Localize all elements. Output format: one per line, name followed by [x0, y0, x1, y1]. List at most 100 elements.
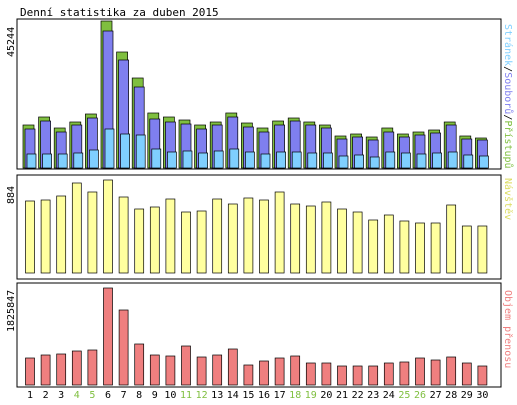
x-label-day-4: 4: [74, 390, 80, 401]
bar-middle-day-14: [227, 203, 238, 274]
top-right-legend: Stránek/Souborů/Přístupů: [502, 24, 514, 169]
bar-middle-day-5: [87, 191, 98, 274]
bar-bottom-day-11: [181, 345, 191, 386]
x-label-day-10: 10: [164, 390, 176, 401]
bar-middle-day-17: [274, 191, 285, 274]
bottom-ymax-label: 1825847: [6, 290, 17, 332]
bar-strnek-day-6: [104, 128, 115, 169]
bar-strnek-day-16: [260, 153, 271, 169]
bar-middle-day-29: [461, 225, 472, 274]
bar-bottom-day-10: [165, 355, 176, 386]
bar-strnek-day-4: [73, 152, 84, 169]
bar-middle-day-18: [290, 203, 301, 274]
bar-strnek-day-19: [307, 152, 318, 169]
x-label-day-14: 14: [227, 390, 239, 401]
bar-bottom-day-6: [103, 287, 113, 386]
bar-middle-day-21: [337, 208, 347, 274]
bar-middle-day-3: [56, 195, 67, 274]
legend-sep-1: /: [502, 66, 513, 72]
x-label-day-24: 24: [383, 390, 395, 401]
x-label-day-20: 20: [320, 390, 332, 401]
bar-bottom-day-17: [274, 357, 285, 386]
bar-strnek-day-17: [276, 151, 286, 169]
bar-bottom-day-24: [383, 362, 394, 386]
x-label-day-9: 9: [152, 390, 158, 401]
x-label-day-19: 19: [305, 390, 317, 401]
x-label-day-16: 16: [258, 390, 270, 401]
x-label-day-25: 25: [398, 390, 410, 401]
bar-bottom-day-14: [227, 348, 238, 386]
bottom-panel-frame: [16, 282, 502, 388]
bar-strnek-day-1: [26, 153, 37, 169]
bar-bottom-day-26: [415, 357, 425, 386]
bar-bottom-day-23: [368, 365, 379, 386]
x-label-day-5: 5: [89, 390, 95, 401]
bar-strnek-day-13: [213, 150, 224, 169]
x-label-day-28: 28: [445, 390, 457, 401]
bar-strnek-day-11: [182, 150, 193, 169]
x-label-day-30: 30: [476, 390, 488, 401]
bar-middle-day-24: [383, 214, 394, 274]
x-label-day-18: 18: [289, 390, 301, 401]
bar-middle-day-2: [40, 199, 51, 274]
bar-middle-day-9: [149, 206, 160, 274]
bar-middle-day-26: [415, 222, 425, 274]
x-label-day-26: 26: [414, 390, 426, 401]
bar-bottom-day-21: [337, 365, 347, 386]
legend-files: Souborů: [502, 72, 514, 114]
bar-middle-day-8: [134, 208, 145, 274]
bar-bottom-day-15: [243, 364, 254, 386]
bar-bottom-day-30: [477, 365, 488, 386]
legend-sep-2: /: [502, 114, 513, 120]
bar-middle-day-7: [118, 196, 129, 274]
top-panel-frame: [16, 18, 502, 170]
bar-strnek-day-21: [338, 155, 349, 169]
x-label-day-7: 7: [121, 390, 127, 401]
bar-strnek-day-27: [432, 152, 442, 169]
bar-strnek-day-8: [135, 134, 146, 169]
bar-strnek-day-5: [89, 149, 99, 169]
bar-bottom-day-29: [461, 362, 472, 386]
bar-strnek-day-22: [354, 154, 364, 169]
bar-bottom-day-12: [196, 356, 207, 386]
x-label-day-15: 15: [242, 390, 254, 401]
x-label-day-8: 8: [136, 390, 142, 401]
bar-bottom-day-4: [71, 350, 82, 386]
bar-strnek-day-7: [120, 133, 130, 169]
bar-strnek-day-18: [291, 151, 302, 169]
middle-bars: [25, 179, 488, 274]
bar-strnek-day-9: [151, 148, 162, 169]
bar-middle-day-10: [165, 198, 176, 274]
x-label-day-11: 11: [180, 390, 192, 401]
bar-middle-day-20: [321, 201, 332, 274]
bar-bottom-day-18: [290, 355, 301, 386]
bar-bottom-day-7: [118, 309, 129, 386]
bar-bottom-day-3: [56, 353, 67, 386]
bar-middle-day-25: [399, 220, 410, 274]
bar-bottom-day-28: [446, 356, 457, 386]
bar-strnek-day-30: [479, 155, 489, 169]
x-label-day-29: 29: [461, 390, 473, 401]
bar-bottom-day-19: [305, 362, 316, 386]
bar-middle-day-28: [446, 204, 457, 274]
bar-strnek-day-25: [401, 152, 411, 169]
top-bars: [22, 20, 489, 169]
x-label-day-22: 22: [352, 390, 364, 401]
bar-middle-day-27: [430, 222, 441, 274]
bar-strnek-day-26: [416, 153, 427, 169]
bar-strnek-day-15: [245, 151, 255, 169]
middle-panel-frame: [16, 174, 502, 280]
x-label-day-1: 1: [27, 390, 33, 401]
legend-hits: Přístupů: [502, 120, 514, 168]
x-axis-labels: 1 2 3 4 5 6 7 8 9 10 11 12 13 14 15 16 17 18 19 20 21 22 23 24 2…: [27, 390, 488, 401]
bar-strnek-day-10: [167, 151, 177, 169]
x-label-day-21: 21: [336, 390, 348, 401]
bar-middle-day-19: [305, 205, 316, 274]
bar-bottom-day-5: [87, 349, 98, 386]
bar-middle-day-13: [212, 198, 223, 274]
x-label-day-23: 23: [367, 390, 379, 401]
bar-strnek-day-3: [57, 153, 68, 169]
bar-middle-day-4: [71, 182, 82, 274]
bar-strnek-day-12: [198, 152, 208, 169]
bar-strnek-day-28: [447, 151, 458, 169]
